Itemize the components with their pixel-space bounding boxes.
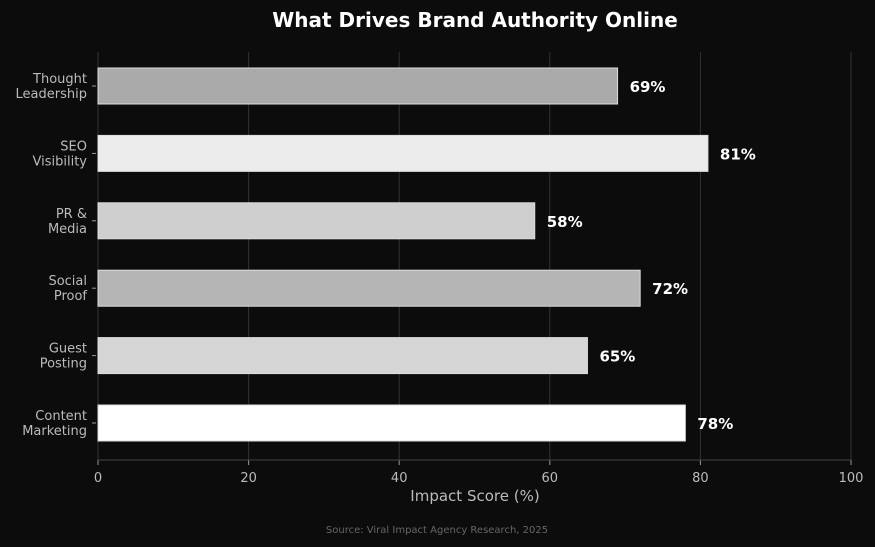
y-tick-label: Content Marketing <box>22 409 87 439</box>
bar <box>97 67 619 105</box>
data-label: 78% <box>697 415 733 433</box>
y-tick-label: PR & Media <box>48 207 87 237</box>
x-axis: 0 20 40 60 80 100 <box>94 459 864 486</box>
data-label: 72% <box>652 280 688 298</box>
x-tick-label: 0 <box>94 471 102 486</box>
bar <box>97 202 536 240</box>
x-axis-label: Impact Score (%) <box>410 487 539 505</box>
x-tick-label: 100 <box>839 471 864 486</box>
y-axis: Thought Leadership SEO Visibility PR & Media S… <box>16 72 96 439</box>
chart-title: What Drives Brand Authority Online <box>272 8 678 32</box>
x-tick-label: 20 <box>240 471 257 486</box>
data-label: 58% <box>547 213 583 231</box>
y-tick-label: SEO Visibility <box>33 139 88 169</box>
bar <box>97 134 709 172</box>
data-label: 81% <box>720 145 756 163</box>
bar <box>97 404 686 442</box>
y-tick-label: Social Proof <box>48 274 87 304</box>
y-tick-label: Thought Leadership <box>16 72 87 102</box>
data-label: 65% <box>599 348 635 366</box>
bars: 69% 81% 58% 72% 65% 78% <box>97 67 756 442</box>
x-tick-label: 40 <box>391 471 408 486</box>
y-tick-label: Guest Posting <box>40 342 87 372</box>
source-note: Source: Viral Impact Agency Research, 20… <box>326 525 548 536</box>
bar <box>97 269 641 307</box>
bar <box>97 337 588 375</box>
data-label: 69% <box>630 78 666 96</box>
x-tick-label: 80 <box>692 471 709 486</box>
gridlines <box>97 52 852 460</box>
x-tick-label: 60 <box>542 471 559 486</box>
